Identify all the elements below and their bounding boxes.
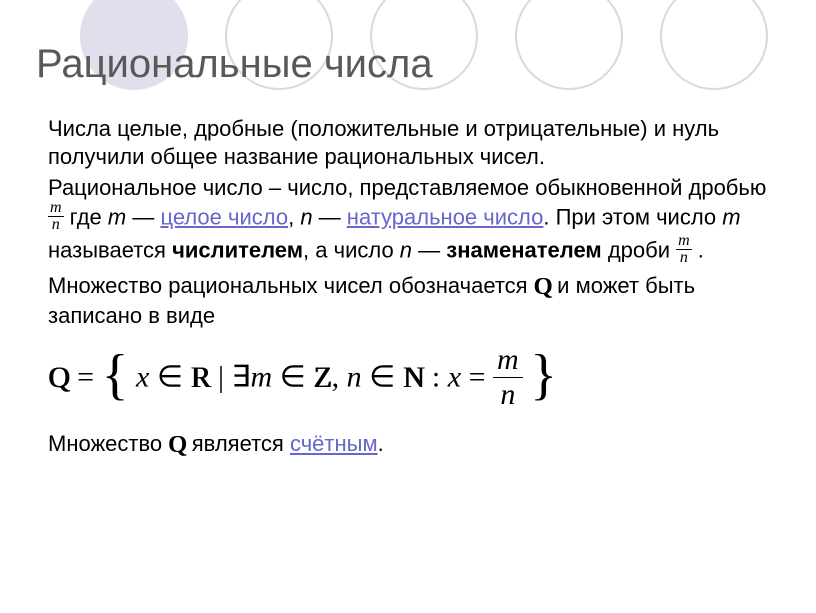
link-natural[interactable]: натуральное число <box>347 204 544 229</box>
slide-body: Числа целые, дробные (положительные и от… <box>0 87 816 460</box>
set-definition-formula: QQ = { x ∈ RR | ∃m ∈ ZZ, n ∈ NN : x = mn… <box>48 347 768 412</box>
rbrace: } <box>530 359 557 393</box>
p2-e: называется <box>48 237 172 262</box>
frac-den: n <box>48 217 64 233</box>
paragraph-1: Числа целые, дробные (положительные и от… <box>48 115 768 170</box>
f-x2: x <box>448 361 461 394</box>
f-m: m <box>250 361 272 394</box>
var-m2: m <box>722 204 740 229</box>
frac-num: m <box>48 200 64 217</box>
q-symbol-1: QQ <box>534 272 551 302</box>
f-n: n <box>347 361 362 394</box>
fraction-mn-formula: mn <box>493 345 523 410</box>
frac-num: m <box>493 345 523 378</box>
p2-h: дроби <box>602 237 676 262</box>
f-bar: | <box>210 361 231 394</box>
term-denominator: знаменателем <box>446 237 601 262</box>
p2-c: , <box>288 204 300 229</box>
bb-q: QQ <box>48 359 70 397</box>
p5-b: является <box>186 431 290 456</box>
bb-n: NN <box>403 359 425 397</box>
fraction-mn-2: mn <box>676 233 692 266</box>
p2-dash2: — <box>313 204 347 229</box>
link-integer[interactable]: целое число <box>160 204 288 229</box>
p2-text-b: где <box>64 204 108 229</box>
p5-a: Множество <box>48 431 168 456</box>
f-eq: = <box>70 361 102 394</box>
f-comma: , <box>332 361 347 394</box>
frac-den: n <box>676 250 692 266</box>
frac-den: n <box>493 378 523 410</box>
lbrace: { <box>102 359 129 393</box>
p2-text-a: Рациональное число – число, представляем… <box>48 175 766 200</box>
slide-title: Рациональные числа <box>0 0 816 87</box>
p2-dash1: — <box>126 204 160 229</box>
p5-c: . <box>378 431 384 456</box>
p2-d: . При этом число <box>543 204 722 229</box>
paragraph-2: Рациональное число – число, представляем… <box>48 174 768 268</box>
link-countable[interactable]: счётным <box>290 431 378 456</box>
q-symbol-2: QQ <box>168 430 185 460</box>
paragraph-5: Множество QQ является счётным. <box>48 430 768 460</box>
bb-z: ZZ <box>313 359 331 397</box>
frac-num: m <box>676 233 692 250</box>
fraction-mn-1: mn <box>48 200 64 233</box>
var-m: m <box>108 204 126 229</box>
exists-symbol: ∃ <box>231 361 250 394</box>
p2-f: , а число <box>303 237 400 262</box>
term-numerator: числителем <box>172 237 303 262</box>
f-colon: : <box>424 361 447 394</box>
p2-g: — <box>412 237 446 262</box>
paragraph-3: Множество рациональных чисел обозначаетс… <box>48 272 768 330</box>
var-n2: n <box>400 237 412 262</box>
p3-a: Множество рациональных чисел обозначаетс… <box>48 273 534 298</box>
var-n: n <box>300 204 312 229</box>
bb-r: RR <box>190 359 210 397</box>
p2-i: . <box>692 237 704 262</box>
f-x: x <box>136 361 149 394</box>
